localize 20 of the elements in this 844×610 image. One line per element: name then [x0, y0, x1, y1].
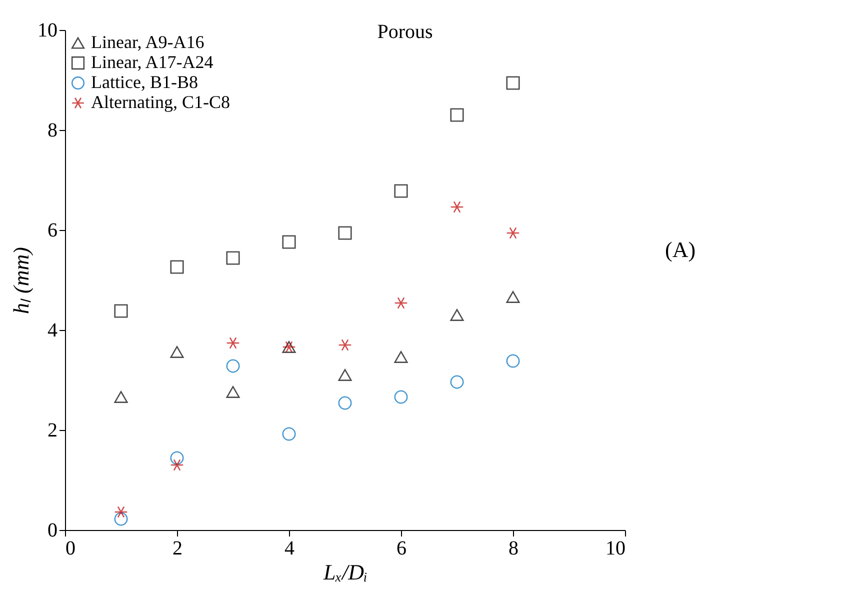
legend-label: Alternating, C1-C8 [91, 92, 230, 112]
legend-label: Linear, A9-A16 [91, 32, 204, 52]
y-tick-label: 6 [48, 220, 58, 242]
text: (A) [665, 237, 696, 262]
y-tick-label: 2 [48, 420, 58, 442]
y-tick-label: 4 [48, 320, 58, 342]
legend-label: Linear, A17-A24 [91, 52, 214, 72]
y-axis-title: hₗ (mm) [8, 247, 34, 314]
y-tick-label: 10 [38, 20, 58, 42]
x-axis-title: Lₓ/Dᵢ [322, 560, 368, 584]
chart-title: Porous [377, 21, 433, 43]
x-tick-label: 10 [606, 538, 626, 560]
x-tick-label: 0 [66, 538, 76, 560]
y-tick-label: 0 [48, 520, 58, 542]
x-tick-label: 2 [172, 538, 182, 560]
x-tick-label: 6 [396, 538, 406, 560]
x-tick-label: 4 [284, 538, 294, 560]
x-tick-label: 8 [508, 538, 518, 560]
y-tick-label: 8 [48, 120, 58, 142]
legend-label: Lattice, B1-B8 [91, 72, 198, 92]
